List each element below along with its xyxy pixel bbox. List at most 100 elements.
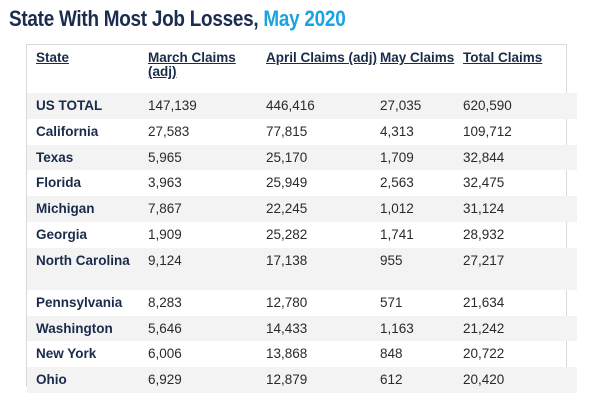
cell-total-claims-text: 28,932 xyxy=(463,226,505,242)
cell-may-claims: 4,313 xyxy=(380,119,463,145)
cell-april-claims: 446,416 xyxy=(266,93,380,119)
cell-march-claims: 7,867 xyxy=(148,196,266,222)
cell-may-claims: 1,012 xyxy=(380,196,463,222)
cell-march-claims: 6,006 xyxy=(148,341,266,367)
cell-state-text: Ohio xyxy=(36,372,67,388)
cell-april-claims-text: 25,170 xyxy=(266,149,308,165)
cell-april-claims: 12,879 xyxy=(266,367,380,393)
column-header-total-claims: Total Claims xyxy=(463,50,543,65)
cell-state-text: Florida xyxy=(36,175,82,191)
cell-total-claims-text: 109,712 xyxy=(463,123,512,139)
cell-may-claims: 848 xyxy=(380,341,463,367)
cell-total-claims-text: 620,590 xyxy=(463,98,512,113)
cell-may-claims: 612 xyxy=(380,367,463,393)
cell-march-claims-text: 9,124 xyxy=(148,252,182,268)
cell-march-claims-text: 8,283 xyxy=(148,294,182,310)
cell-april-claims: 17,138 xyxy=(266,248,380,290)
cell-april-claims: 13,868 xyxy=(266,341,380,367)
cell-march-claims: 1,909 xyxy=(148,222,266,248)
cell-state: Florida xyxy=(27,170,148,196)
cell-march-claims-text: 6,006 xyxy=(148,346,182,362)
cell-state: Pennsylvania xyxy=(27,290,148,316)
cell-total-claims-text: 20,420 xyxy=(463,372,505,388)
cell-march-claims-text: 5,646 xyxy=(148,320,182,336)
cell-april-claims-text: 25,949 xyxy=(266,175,308,191)
cell-april-claims: 25,170 xyxy=(266,145,380,171)
cell-march-claims: 6,929 xyxy=(148,367,266,393)
cell-may-claims-text: 1,012 xyxy=(380,201,414,217)
cell-total-claims: 31,124 xyxy=(463,196,577,222)
cell-march-claims-text: 27,583 xyxy=(148,123,190,139)
cell-state-text: New York xyxy=(36,346,97,362)
title-accent: May 2020 xyxy=(263,6,346,31)
cell-april-claims-text: 446,416 xyxy=(266,98,315,113)
cell-total-claims-text: 32,475 xyxy=(463,175,505,191)
cell-state: California xyxy=(27,119,148,145)
cell-total-claims-text: 20,722 xyxy=(463,346,505,362)
table-row: Texas 5,965 25,170 1,709 32,844 xyxy=(27,144,577,171)
cell-total-claims: 109,712 xyxy=(463,119,577,145)
cell-state: New York xyxy=(27,341,148,367)
cell-may-claims: 1,709 xyxy=(380,145,463,171)
cell-total-claims: 32,475 xyxy=(463,170,577,196)
column-header-april-claims: April Claims (adj) xyxy=(266,50,378,65)
cell-march-claims-text: 1,909 xyxy=(148,226,182,242)
cell-total-claims-text: 21,242 xyxy=(463,320,505,336)
table-row: Georgia 1,909 25,282 1,741 28,932 xyxy=(27,222,577,248)
cell-march-claims: 147,139 xyxy=(148,93,266,119)
cell-may-claims-text: 4,313 xyxy=(380,123,414,139)
cell-may-claims-text: 848 xyxy=(380,346,403,362)
cell-march-claims-text: 3,963 xyxy=(148,175,182,191)
table-row: US TOTAL 147,139 446,416 27,035 620,590 xyxy=(27,93,577,119)
cell-total-claims-text: 32,844 xyxy=(463,149,505,165)
cell-state: US TOTAL xyxy=(27,93,148,119)
cell-april-claims-text: 17,138 xyxy=(266,252,308,268)
cell-may-claims: 571 xyxy=(380,290,463,316)
table-row: Washington 5,646 14,433 1,163 21,242 xyxy=(27,315,577,342)
cell-total-claims: 20,420 xyxy=(463,367,577,393)
table-row: Pennsylvania 8,283 12,780 571 21,634 xyxy=(27,290,577,316)
cell-state: North Carolina xyxy=(27,248,148,290)
cell-march-claims-text: 6,929 xyxy=(148,372,182,388)
cell-march-claims: 5,965 xyxy=(148,145,266,171)
cell-total-claims: 32,844 xyxy=(463,145,577,171)
cell-may-claims-text: 955 xyxy=(380,252,403,268)
cell-total-claims: 21,634 xyxy=(463,290,577,316)
claims-table-container: State March Claims (adj) April Claims (a… xyxy=(26,44,577,393)
cell-total-claims: 20,722 xyxy=(463,341,577,367)
cell-may-claims: 27,035 xyxy=(380,93,463,119)
table-row: California 27,583 77,815 4,313 109,712 xyxy=(27,119,577,145)
cell-march-claims: 27,583 xyxy=(148,119,266,145)
cell-april-claims-text: 13,868 xyxy=(266,346,308,362)
cell-may-claims-text: 1,741 xyxy=(380,226,414,242)
cell-state-text: Texas xyxy=(36,149,74,165)
cell-may-claims: 955 xyxy=(380,248,463,290)
cell-may-claims-text: 571 xyxy=(380,294,403,310)
cell-may-claims-text: 27,035 xyxy=(380,98,422,113)
cell-state-text: Pennsylvania xyxy=(36,294,123,310)
cell-march-claims-text: 5,965 xyxy=(148,149,182,165)
table-row: Ohio 6,929 12,879 612 20,420 xyxy=(27,367,577,393)
cell-may-claims-text: 2,563 xyxy=(380,175,414,191)
cell-april-claims: 12,780 xyxy=(266,290,380,316)
cell-april-claims: 25,282 xyxy=(266,222,380,248)
cell-march-claims: 5,646 xyxy=(148,316,266,342)
cell-state-text: North Carolina xyxy=(36,252,130,268)
cell-state-text: Georgia xyxy=(36,226,88,242)
table-row: North Carolina 9,124 17,138 955 27,217 xyxy=(27,247,577,290)
title-main: State With Most Job Losses, xyxy=(9,6,264,31)
cell-total-claims-text: 27,217 xyxy=(463,252,505,268)
cell-march-claims: 9,124 xyxy=(148,248,266,290)
table-header-row: State March Claims (adj) April Claims (a… xyxy=(27,45,577,93)
cell-april-claims-text: 14,433 xyxy=(266,320,308,336)
cell-april-claims-text: 77,815 xyxy=(266,123,308,139)
cell-april-claims: 14,433 xyxy=(266,316,380,342)
cell-total-claims: 27,217 xyxy=(463,248,577,290)
table-row: New York 6,006 13,868 848 20,722 xyxy=(27,341,577,367)
cell-state-text: Michigan xyxy=(36,201,95,217)
column-header-march-claims: March Claims (adj) xyxy=(148,50,236,79)
cell-april-claims: 77,815 xyxy=(266,119,380,145)
cell-march-claims: 8,283 xyxy=(148,290,266,316)
cell-april-claims: 22,245 xyxy=(266,196,380,222)
table-row: Florida 3,963 25,949 2,563 32,475 xyxy=(27,170,577,196)
